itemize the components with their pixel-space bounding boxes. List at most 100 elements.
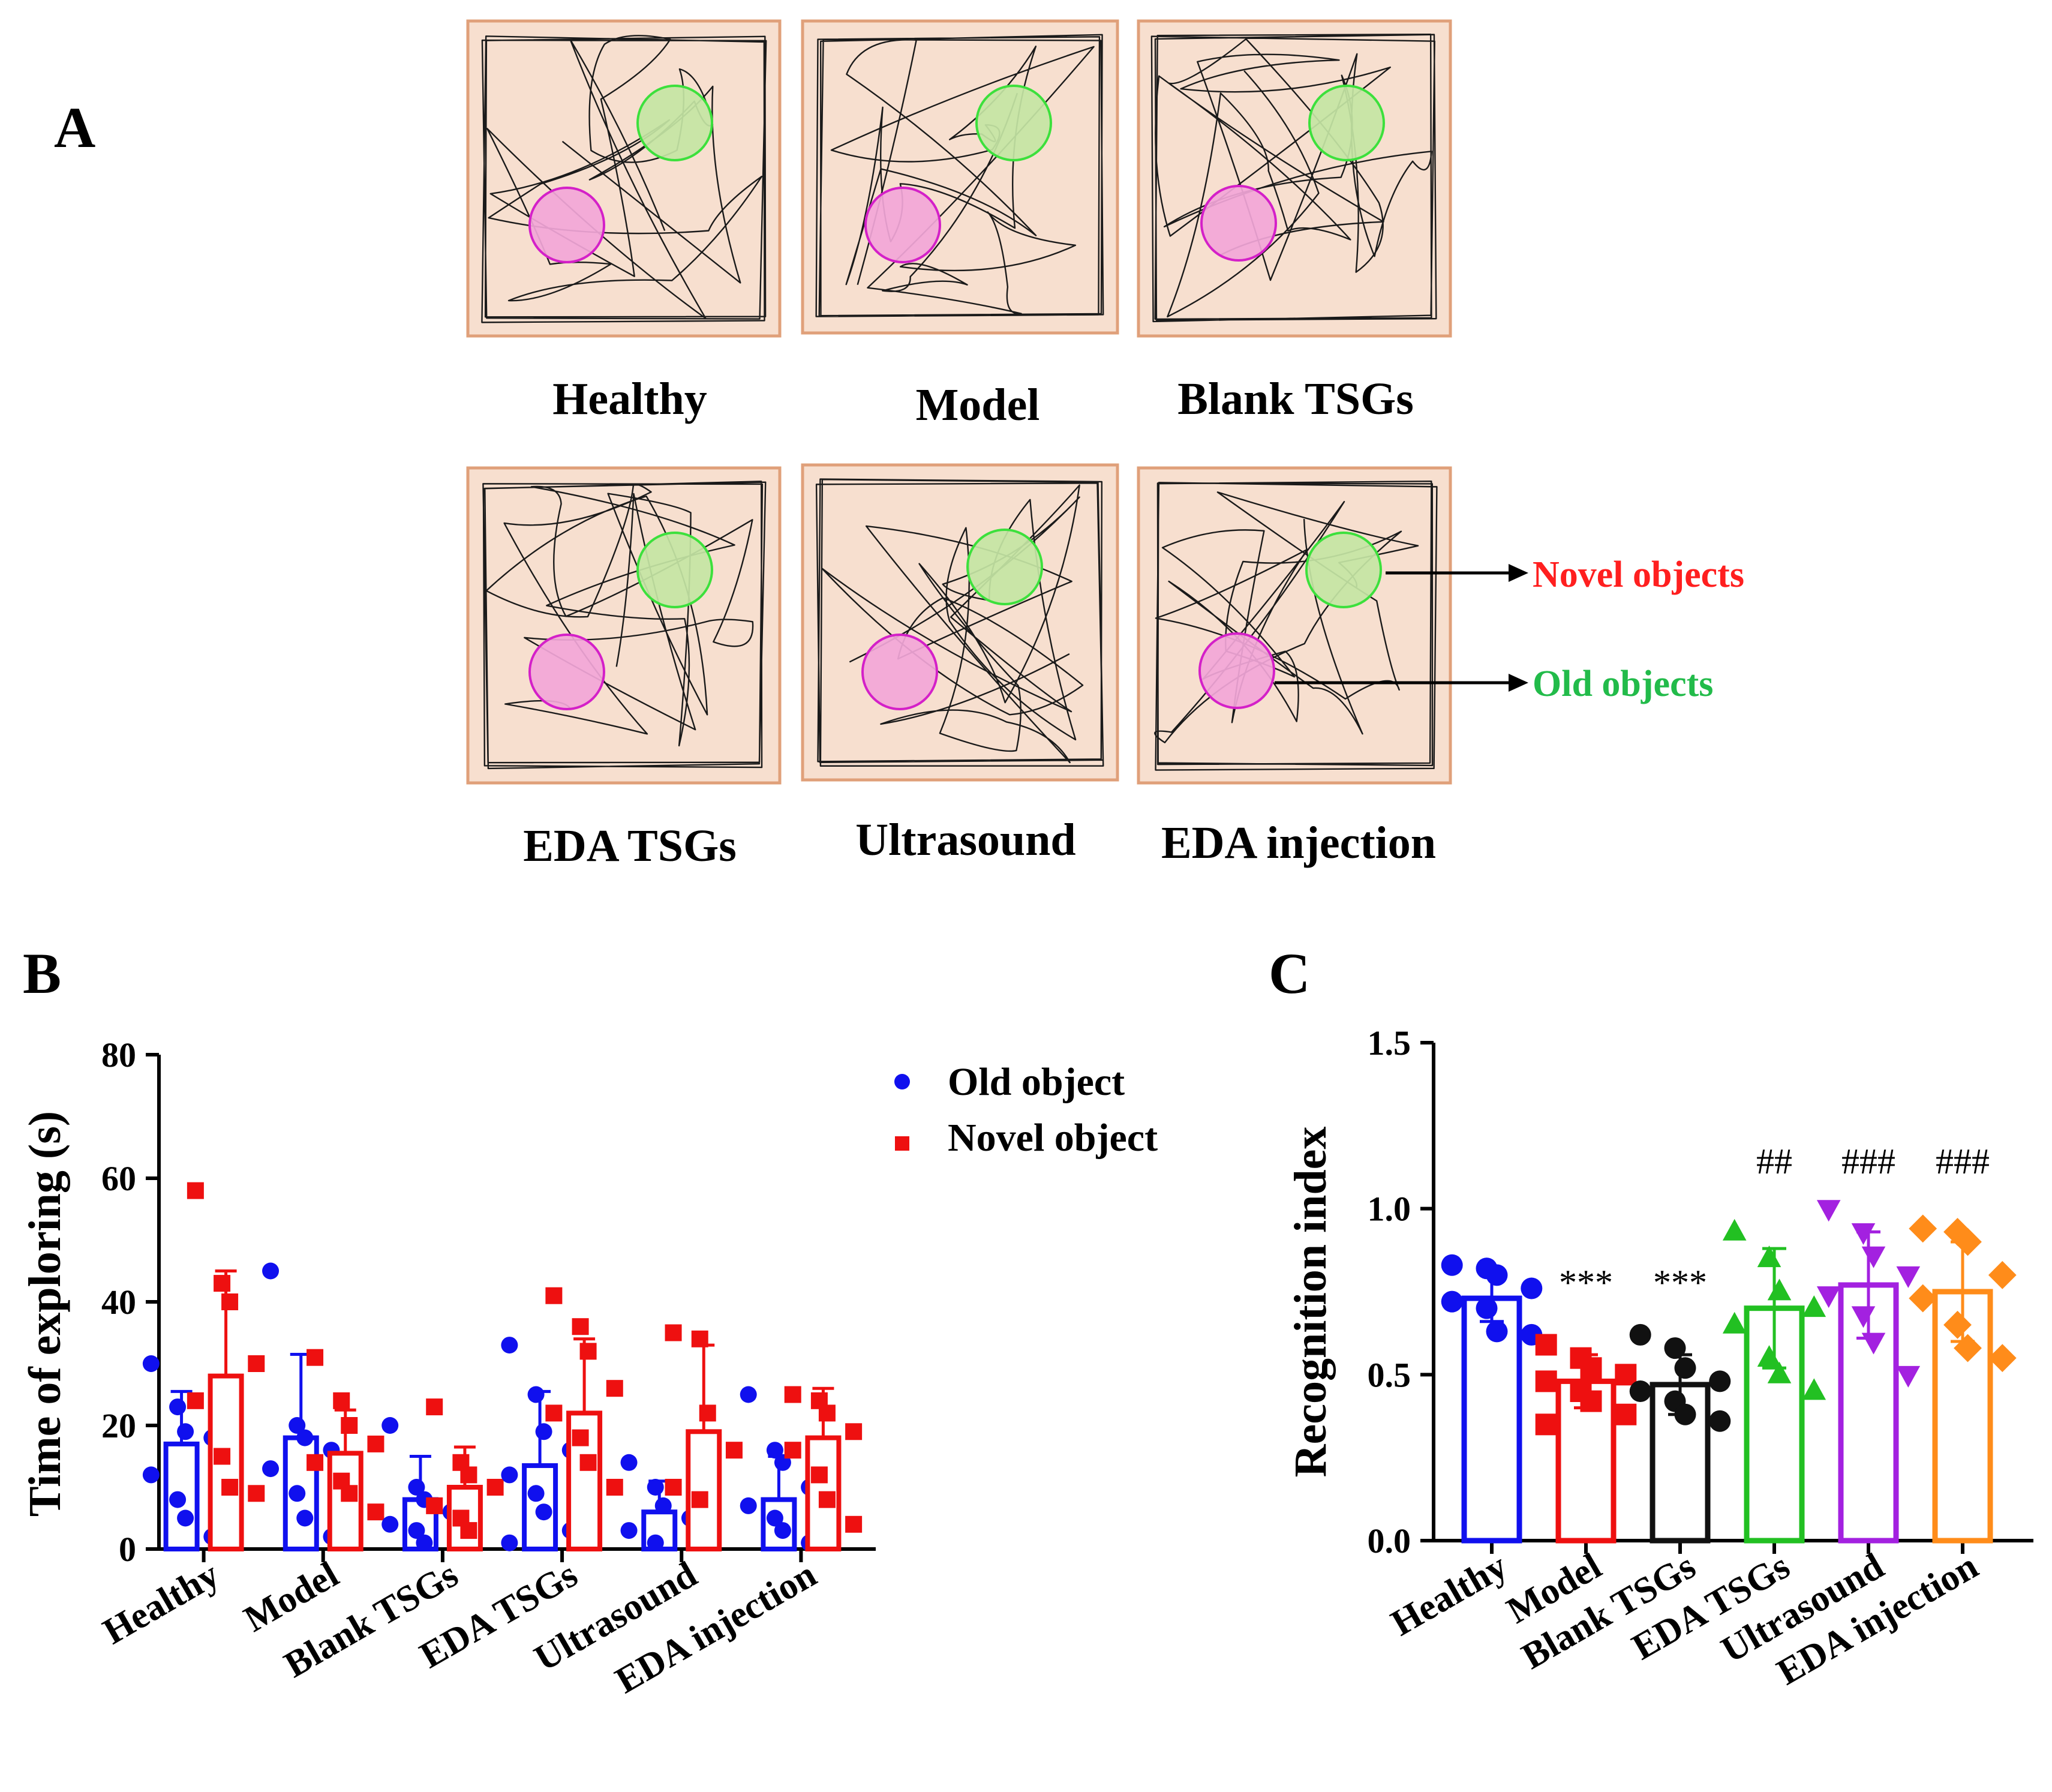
chart-b-point-old-object bbox=[647, 1534, 664, 1551]
panel-letter-c: C bbox=[1269, 941, 1310, 1005]
chart-b-point-old-object bbox=[416, 1534, 433, 1551]
old-arrowhead bbox=[1509, 674, 1528, 692]
chart-b-ytick-label: 80 bbox=[101, 1035, 136, 1074]
chart-b-point-novel-object bbox=[214, 1275, 231, 1292]
chart-c-point-eda-tsgs bbox=[1767, 1278, 1792, 1301]
arena-label-eda-tsgs: EDA TSGs bbox=[523, 821, 737, 871]
chart-c-point-blank-tsgs bbox=[1629, 1323, 1651, 1346]
chart-c-point-eda-injection bbox=[1943, 1218, 1972, 1246]
chart-b-point-novel-object bbox=[845, 1423, 863, 1440]
arena-healthy bbox=[466, 19, 782, 338]
chart-c-point-ultrasound bbox=[1896, 1365, 1921, 1388]
chart-b-point-old-object bbox=[408, 1479, 425, 1496]
chart-c-point-model bbox=[1535, 1413, 1557, 1436]
chart-b-legend: Old object Novel object bbox=[894, 1060, 1158, 1160]
chart-c-point-model bbox=[1535, 1370, 1557, 1392]
chart-b-point-old-object bbox=[381, 1515, 399, 1533]
chart-c-point-eda-tsgs bbox=[1757, 1345, 1781, 1367]
chart-b-point-old-object bbox=[647, 1479, 664, 1496]
chart-b-point-old-object bbox=[527, 1485, 545, 1502]
chart-b-point-old-object bbox=[177, 1423, 194, 1440]
chart-b-point-old-object bbox=[620, 1522, 638, 1539]
chart-c-point-healthy bbox=[1441, 1254, 1463, 1276]
chart-c-point-ultrasound bbox=[1816, 1286, 1841, 1308]
chart-b-point-novel-object bbox=[248, 1355, 265, 1372]
novel-object-blank-tsgs bbox=[1308, 85, 1385, 161]
arena-label-blank-tsgs: Blank TSGs bbox=[1177, 374, 1414, 424]
chart-c-point-model bbox=[1615, 1364, 1637, 1386]
chart-c-point-ultrasound bbox=[1861, 1246, 1886, 1268]
old-object-model bbox=[864, 187, 941, 263]
legend-novel-label: Novel object bbox=[948, 1116, 1158, 1160]
novel-object-eda-injection bbox=[1305, 532, 1382, 608]
chart-b-point-novel-object bbox=[665, 1324, 682, 1341]
chart-c-point-eda-injection bbox=[1909, 1284, 1937, 1313]
chart-b-point-old-object bbox=[296, 1429, 314, 1446]
chart-c-point-ultrasound bbox=[1896, 1266, 1921, 1288]
arena-eda-tsgs bbox=[466, 466, 782, 785]
chart-b-point-novel-object bbox=[606, 1380, 623, 1397]
chart-b-point-novel-object bbox=[460, 1466, 477, 1484]
arena-grid bbox=[466, 19, 1452, 785]
chart-c-point-ultrasound bbox=[1851, 1223, 1876, 1245]
chart-b-point-novel-object bbox=[221, 1293, 239, 1310]
chart-c-point-healthy bbox=[1486, 1264, 1508, 1286]
novel-arrowhead bbox=[1509, 564, 1528, 582]
chart-c-point-eda-injection bbox=[1988, 1344, 2017, 1373]
chart-c-significance-eda-tsgs: ## bbox=[1756, 1142, 1792, 1181]
chart-b-point-old-object bbox=[501, 1466, 518, 1484]
chart-c-point-eda-injection bbox=[1909, 1214, 1937, 1243]
chart-b-point-novel-object bbox=[818, 1404, 836, 1422]
chart-b-point-novel-object bbox=[187, 1392, 204, 1409]
chart-c-significance-eda-injection: ### bbox=[1936, 1142, 1990, 1181]
chart-c-point-eda-tsgs bbox=[1802, 1378, 1826, 1400]
chart-c-point-ultrasound bbox=[1851, 1306, 1876, 1328]
novel-object-ultrasound bbox=[966, 529, 1043, 605]
chart-b-ytick-label: 40 bbox=[101, 1283, 136, 1322]
chart-c-point-eda-injection bbox=[1954, 1227, 1982, 1256]
track-blank-tsgs bbox=[1150, 33, 1437, 323]
novel-object-eda-tsgs bbox=[636, 532, 713, 608]
chart-c-ylabel: Recognition index bbox=[1285, 1127, 1336, 1478]
chart-c-point-eda-injection bbox=[1954, 1334, 1982, 1362]
chart-c-point-blank-tsgs bbox=[1674, 1403, 1696, 1425]
chart-b-point-novel-object bbox=[307, 1349, 324, 1366]
chart-c-point-healthy bbox=[1476, 1297, 1498, 1319]
chart-b-point-old-object bbox=[774, 1522, 791, 1539]
legend-novel-marker bbox=[895, 1136, 909, 1151]
chart-c-point-model bbox=[1615, 1403, 1637, 1425]
arena-label-healthy: Healthy bbox=[552, 374, 707, 424]
legend-old-marker bbox=[894, 1074, 910, 1089]
novel-object-healthy bbox=[636, 85, 713, 161]
chart-c-point-eda-injection bbox=[1943, 1310, 1972, 1339]
old-object-ultrasound bbox=[861, 634, 938, 710]
chart-b-xtick-label-eda-injection: EDA injection bbox=[609, 1554, 824, 1701]
chart-c-significance-blank-tsgs: *** bbox=[1653, 1263, 1707, 1302]
chart-c-ytick-label: 1.5 bbox=[1368, 1023, 1411, 1062]
chart-b-point-old-object bbox=[654, 1497, 672, 1514]
chart-b-point-novel-object bbox=[579, 1454, 597, 1471]
chart-c-point-eda-tsgs bbox=[1722, 1218, 1747, 1241]
chart-b-point-novel-object bbox=[810, 1466, 828, 1484]
chart-b-point-novel-object bbox=[367, 1435, 384, 1452]
chart-b-point-old-object bbox=[740, 1386, 757, 1403]
chart-b-point-old-object bbox=[408, 1522, 425, 1539]
old-object-eda-injection bbox=[1198, 632, 1275, 709]
chart-b-point-old-object bbox=[296, 1509, 314, 1527]
track-model bbox=[815, 34, 1104, 317]
chart-b-point-old-object bbox=[177, 1509, 194, 1527]
chart-c: Recognition index 0.00.51.01.5HealthyMod… bbox=[1285, 1023, 2033, 1693]
chart-b-point-old-object bbox=[262, 1262, 280, 1280]
chart-b-point-novel-object bbox=[248, 1485, 265, 1502]
chart-b-point-novel-object bbox=[545, 1287, 563, 1304]
chart-b-point-novel-object bbox=[784, 1442, 801, 1459]
chart-c-significance-model: *** bbox=[1559, 1263, 1613, 1302]
chart-b-bar-novel-object-ultrasound bbox=[686, 1429, 722, 1552]
old-objects-annotation: Old objects bbox=[1533, 664, 1713, 704]
chart-b-point-novel-object bbox=[606, 1479, 623, 1496]
chart-b-point-old-object bbox=[381, 1417, 399, 1434]
chart-b-point-novel-object bbox=[187, 1182, 204, 1199]
chart-c-point-eda-tsgs bbox=[1767, 1361, 1792, 1383]
chart-c-point-healthy bbox=[1486, 1320, 1508, 1343]
